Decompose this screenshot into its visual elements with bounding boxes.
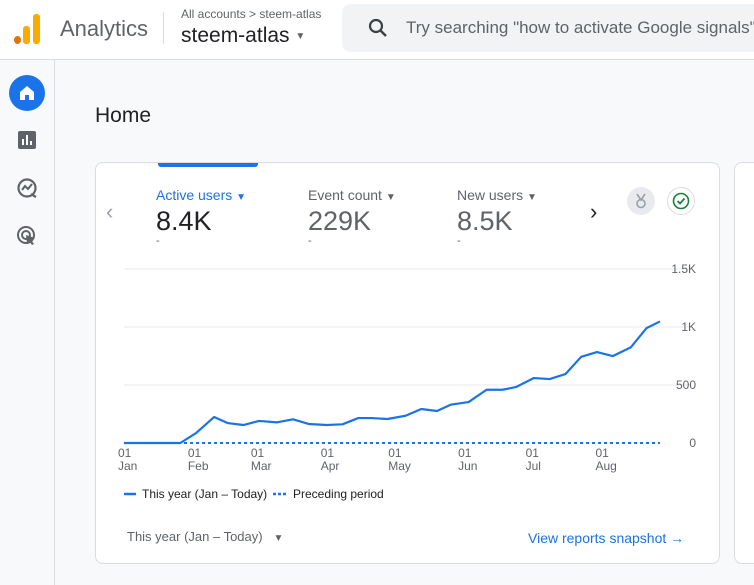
caret-down-icon: ▼ [236,192,247,203]
home-icon [20,86,34,100]
date-range-label: This year (Jan – Today) [127,529,263,544]
sidebar-item-advertising[interactable] [9,218,45,254]
metric-change: - [457,235,461,247]
sidebar [0,60,55,585]
search-input[interactable]: Try searching "how to activate Google si… [406,18,754,37]
line-chart: 1.5K1K500001Jan01Feb01Mar01Apr01May01Jun… [118,263,696,473]
chevron-right-icon[interactable]: › [590,199,598,224]
divider [163,12,164,44]
x-tick-month: Jun [458,459,477,473]
check-circle-icon[interactable] [667,187,695,215]
sidebar-item-explore[interactable] [9,170,45,206]
search-bar[interactable]: Try searching "how to activate Google si… [342,4,754,52]
x-tick-day: 01 [251,446,265,460]
legend-label: Preceding period [293,487,384,501]
analytics-logo[interactable] [14,14,42,44]
medal-icon[interactable] [627,187,655,215]
link-label: View reports snapshot [528,530,667,546]
caret-down-icon: ▼ [527,192,537,203]
app-name: Analytics [60,16,149,41]
legend-this-year: This year (Jan – Today) [124,487,267,501]
y-tick-label: 0 [689,436,696,450]
metric-value: 8.4K [156,206,212,236]
y-tick-label: 1.5K [671,263,696,276]
x-tick-day: 01 [526,446,540,460]
selected-tab-indicator [158,163,258,167]
metric-active-users[interactable]: Active users ▼ 8.4K - [156,187,246,247]
x-tick-day: 01 [321,446,335,460]
caret-down-icon: ▼ [385,192,396,203]
caret-down-icon: ▼ [295,30,306,42]
caret-down-icon: ▼ [273,533,284,544]
sidebar-item-home[interactable] [9,75,45,111]
sidebar-item-reports[interactable] [9,122,45,158]
x-tick-day: 01 [388,446,402,460]
metric-value: 8.5K [457,206,513,236]
chevron-left-icon[interactable]: ‹ [106,199,114,224]
legend-label: This year (Jan – Today) [142,487,268,501]
legend-solid-swatch [124,492,136,496]
x-tick-month: Apr [321,459,340,473]
x-tick-month: Jan [118,459,137,473]
series-line-this-year [124,320,661,445]
x-tick-month: May [388,459,411,473]
x-tick-day: 01 [118,446,132,460]
x-tick-month: Aug [595,459,616,473]
y-tick-label: 500 [676,378,696,392]
search-icon [368,18,387,37]
metric-label: Active users [156,187,233,203]
metric-value: 229K [308,206,372,236]
advertising-icon [17,226,35,245]
y-tick-label: 1K [681,320,696,334]
page-title: Home [95,104,152,127]
breadcrumb[interactable]: All accounts > steem-atlas [181,7,322,21]
metric-label: New users [457,187,524,203]
x-tick-day: 01 [595,446,609,460]
x-tick-day: 01 [188,446,202,460]
x-tick-month: Jul [526,459,541,473]
property-selector[interactable]: steem-atlas ▼ [181,24,305,48]
explore-icon [17,178,37,198]
legend-dotted-swatch [273,492,287,496]
metric-change: - [156,235,160,247]
x-tick-day: 01 [458,446,472,460]
top-bar: Analytics All accounts > steem-atlas ste… [0,0,754,60]
reports-icon [18,131,36,149]
overview-card: ‹ Active users ▼ 8.4K - Event count ▼ 22… [95,162,720,564]
metric-change: - [308,235,312,247]
property-name: steem-atlas [181,24,290,47]
view-reports-snapshot-link[interactable]: View reports snapshot → [528,530,684,546]
x-tick-month: Feb [188,459,209,473]
date-range-selector[interactable]: This year (Jan – Today) ▼ [127,529,283,544]
metric-label: Event count [308,187,382,203]
metric-new-users[interactable]: New users ▼ 8.5K - [457,187,537,247]
x-tick-month: Mar [251,459,272,473]
arrow-right-icon: → [670,530,685,546]
legend-preceding-period: Preceding period [273,487,384,501]
secondary-card [734,162,754,564]
metric-event-count[interactable]: Event count ▼ 229K - [308,187,396,247]
